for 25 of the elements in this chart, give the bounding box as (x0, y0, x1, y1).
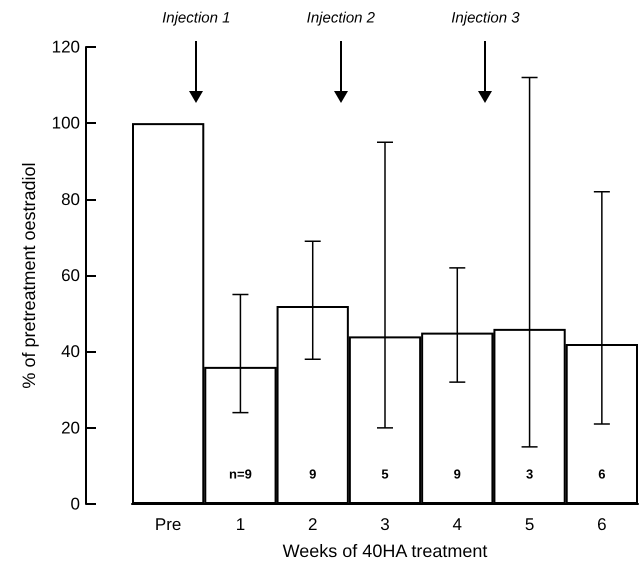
y-tick-label: 40 (61, 342, 80, 362)
x-axis-title: Weeks of 40HA treatment (282, 541, 488, 561)
y-tick-label: 80 (61, 190, 80, 209)
annotation: 6 (598, 466, 606, 482)
y-tick-label: 0 (70, 494, 80, 514)
x-tick-label: 1 (236, 515, 246, 534)
annotation: 3 (526, 466, 534, 482)
text: Injection 1 (162, 10, 230, 26)
y-axis-title: % of pretreatment oestradiol (19, 162, 39, 389)
x-tick-label: 6 (597, 515, 607, 534)
y-tick-label: 60 (61, 266, 80, 285)
annotation: 9 (454, 466, 461, 482)
text: Injection 2 (306, 10, 376, 26)
x-tick-label: Pre (154, 515, 182, 534)
annotation: 5 (381, 466, 389, 482)
x-tick-label: 2 (308, 515, 318, 534)
x-tick-label: 4 (452, 515, 462, 534)
x-tick-label: 5 (524, 515, 534, 534)
y-tick-label: 100 (52, 114, 80, 133)
y-tick-label: 120 (52, 38, 80, 56)
annotation: 9 (309, 466, 316, 482)
y-tick-label: 20 (61, 418, 80, 438)
text: Injection 3 (451, 10, 520, 26)
x-tick-label: 3 (380, 515, 390, 534)
annotation: n=9 (229, 466, 252, 482)
